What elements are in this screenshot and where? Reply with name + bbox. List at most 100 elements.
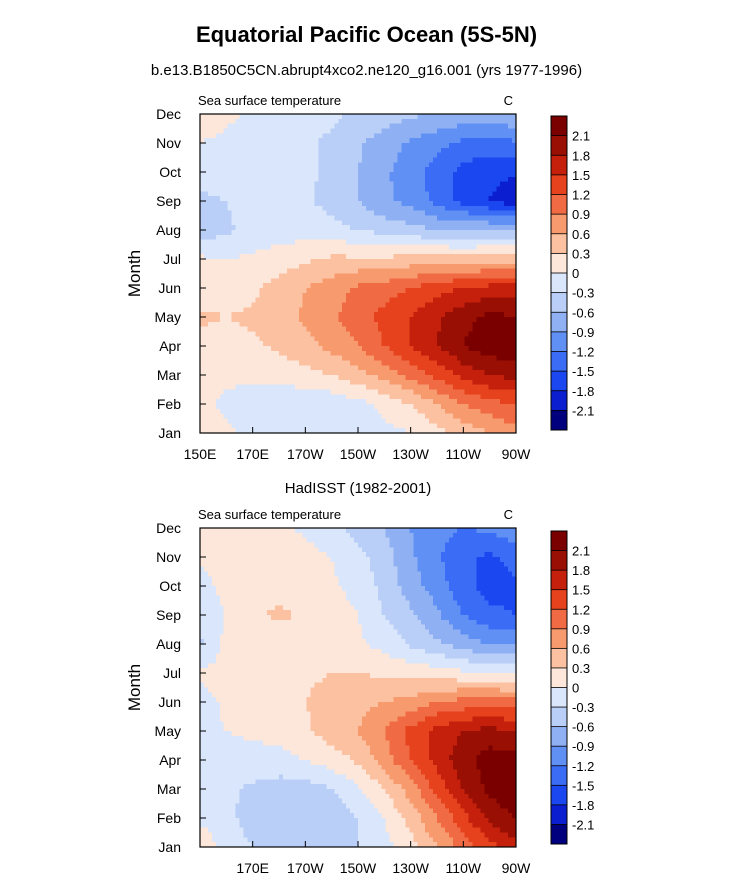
sst-cell [460, 162, 466, 168]
sst-cell [381, 326, 387, 333]
sst-cell [405, 360, 410, 366]
sst-cell [314, 350, 320, 357]
sst-cell [306, 384, 312, 391]
sst-cell [480, 268, 485, 275]
sst-cell [425, 186, 430, 192]
sst-cell [215, 413, 221, 420]
sst-cell [472, 379, 478, 386]
sst-cell [397, 123, 403, 130]
sst-cell [330, 210, 335, 217]
sst-cell [389, 346, 395, 352]
sst-cell [275, 346, 280, 352]
sst-cell [425, 365, 430, 371]
sst-cell [310, 283, 316, 289]
sst-cell [306, 196, 312, 202]
sst-cell [393, 234, 399, 241]
sst-cell [310, 176, 316, 183]
sst-cell [302, 244, 308, 250]
sst-cell [500, 297, 505, 304]
sst-cell [508, 375, 513, 381]
sst-cell [318, 336, 324, 342]
sst-cell [500, 408, 505, 415]
sst-cell [361, 283, 367, 289]
sst-cell [298, 404, 304, 410]
sst-cell [460, 186, 466, 192]
sst-cell [286, 114, 292, 120]
sst-cell [385, 249, 391, 255]
sst-cell [223, 379, 229, 386]
sst-cell [401, 157, 406, 163]
sst-cell [203, 341, 209, 347]
sst-cell [306, 220, 312, 226]
sst-cell [338, 172, 343, 178]
sst-cell [452, 273, 458, 279]
sst-cell [417, 379, 422, 386]
sst-cell [397, 215, 403, 221]
sst-cell [460, 336, 466, 342]
sst-cell [421, 167, 426, 173]
sst-cell [235, 312, 241, 318]
sst-cell [207, 239, 213, 246]
sst-cell [290, 302, 296, 308]
sst-cell [342, 297, 347, 304]
sst-cell [235, 408, 241, 415]
sst-cell [231, 317, 237, 323]
sst-cell [508, 384, 513, 391]
sst-cell [203, 210, 209, 217]
sst-cell [393, 196, 399, 202]
sst-cell [444, 370, 450, 376]
sst-cell [286, 273, 292, 279]
sst-cell [215, 283, 221, 289]
sst-cell [223, 167, 229, 173]
sst-cell [203, 181, 209, 188]
sst-cell [361, 355, 367, 362]
sst-cell [389, 157, 395, 163]
sst-cell [267, 379, 272, 386]
sst-cell [223, 186, 229, 192]
sst-cell [409, 133, 414, 139]
sst-cell [472, 215, 478, 221]
sst-cell [409, 244, 414, 250]
sst-cell [476, 239, 482, 246]
sst-cell [472, 370, 478, 376]
sst-cell [350, 239, 355, 246]
sst-cell [512, 375, 517, 381]
sst-cell [298, 312, 304, 318]
sst-cell [310, 123, 316, 130]
sst-cell [476, 365, 482, 371]
sst-cell [405, 292, 410, 299]
sst-cell [500, 210, 505, 217]
sst-cell [433, 331, 438, 337]
sst-cell [369, 225, 375, 231]
sst-cell [504, 172, 509, 178]
sst-cell [235, 297, 241, 304]
sst-cell [290, 123, 296, 130]
sst-cell [468, 394, 474, 400]
sst-cell [310, 288, 316, 294]
sst-cell [267, 360, 272, 366]
sst-cell [405, 176, 410, 183]
sst-cell [286, 413, 292, 420]
sst-cell [267, 263, 272, 270]
sst-cell [286, 263, 292, 270]
sst-cell [314, 230, 320, 236]
sst-cell [338, 220, 343, 226]
sst-cell [326, 408, 331, 415]
sst-cell [456, 278, 462, 284]
sst-cell [282, 341, 288, 347]
sst-cell [417, 138, 422, 144]
sst-cell [456, 268, 462, 275]
sst-cell [338, 138, 343, 144]
sst-cell [377, 321, 383, 328]
sst-cell [342, 360, 347, 366]
sst-cell [440, 162, 446, 168]
sst-cell [294, 234, 300, 241]
sst-cell [342, 225, 347, 231]
sst-cell [200, 162, 205, 168]
sst-cell [239, 263, 245, 270]
sst-cell [358, 307, 363, 313]
sst-cell [243, 230, 248, 236]
sst-cell [354, 302, 359, 308]
sst-cell [282, 114, 288, 120]
sst-cell [322, 196, 327, 202]
